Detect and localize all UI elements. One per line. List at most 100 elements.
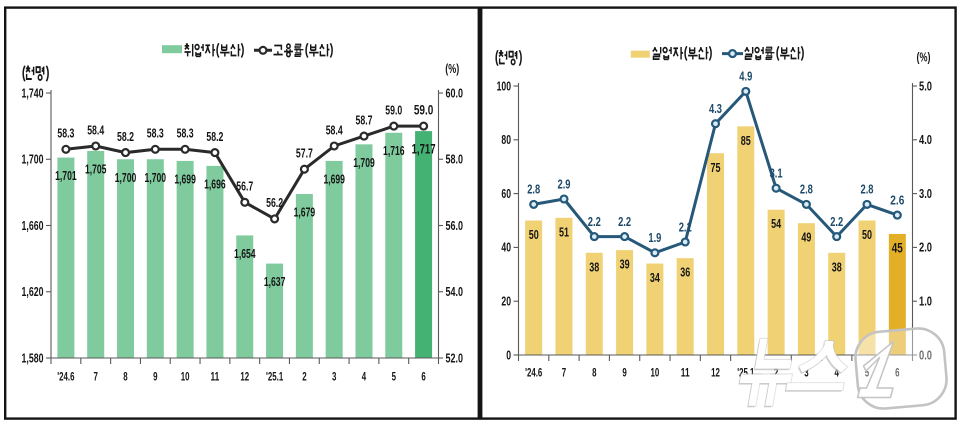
svg-text:2.2: 2.2: [830, 215, 843, 229]
svg-text:9: 9: [622, 365, 627, 379]
svg-text:60: 60: [501, 186, 511, 201]
svg-text:4: 4: [835, 365, 840, 379]
svg-text:2.1: 2.1: [679, 220, 692, 234]
svg-text:1,679: 1,679: [294, 206, 316, 220]
svg-text:0: 0: [506, 347, 511, 362]
svg-text:'24.6: '24.6: [57, 369, 74, 383]
svg-text:56.2: 56.2: [266, 196, 283, 210]
svg-text:40: 40: [501, 240, 511, 255]
svg-text:12: 12: [240, 369, 249, 383]
svg-text:54.0: 54.0: [446, 284, 464, 299]
svg-text:4.9: 4.9: [739, 70, 752, 84]
svg-text:100: 100: [497, 78, 511, 93]
svg-text:4.0: 4.0: [919, 132, 932, 147]
svg-text:58.2: 58.2: [117, 130, 134, 144]
svg-text:2: 2: [302, 369, 307, 383]
svg-text:1,699: 1,699: [323, 172, 345, 186]
svg-text:2.8: 2.8: [800, 183, 813, 197]
svg-text:8: 8: [123, 369, 128, 383]
svg-text:5: 5: [392, 369, 397, 383]
svg-text:58.3: 58.3: [147, 127, 164, 141]
svg-text:58.3: 58.3: [177, 127, 194, 141]
svg-text:1,700: 1,700: [22, 152, 44, 167]
svg-text:1,580: 1,580: [22, 350, 44, 365]
svg-text:56.7: 56.7: [236, 180, 253, 194]
svg-text:57.7: 57.7: [296, 147, 313, 161]
svg-text:59.0: 59.0: [385, 103, 402, 117]
svg-text:4: 4: [362, 369, 367, 383]
svg-text:12: 12: [711, 365, 720, 379]
svg-text:2.8: 2.8: [527, 183, 540, 197]
svg-text:75: 75: [711, 161, 721, 175]
svg-text:(%): (%): [917, 51, 931, 65]
svg-text:58.4: 58.4: [326, 123, 343, 137]
svg-text:1,709: 1,709: [353, 156, 375, 170]
svg-text:2.0: 2.0: [919, 240, 932, 255]
svg-text:1,717: 1,717: [412, 142, 436, 157]
svg-text:5: 5: [865, 365, 870, 379]
svg-text:11: 11: [681, 365, 690, 379]
svg-text:1,696: 1,696: [204, 177, 226, 191]
svg-text:5.0: 5.0: [919, 78, 932, 93]
svg-text:50: 50: [862, 228, 872, 242]
svg-text:58.4: 58.4: [87, 123, 104, 137]
svg-text:7: 7: [94, 369, 99, 383]
svg-text:1,654: 1,654: [234, 247, 256, 261]
svg-text:11: 11: [211, 369, 220, 383]
svg-text:60.0: 60.0: [446, 85, 464, 100]
svg-text:0.0: 0.0: [919, 347, 932, 362]
svg-text:7: 7: [562, 365, 567, 379]
svg-text:1.0: 1.0: [919, 294, 932, 309]
svg-text:9: 9: [153, 369, 158, 383]
svg-text:80: 80: [501, 132, 511, 147]
svg-text:58.3: 58.3: [57, 127, 74, 141]
svg-text:56.0: 56.0: [446, 218, 464, 233]
svg-text:1,740: 1,740: [22, 85, 44, 100]
svg-text:1,700: 1,700: [115, 171, 137, 185]
svg-text:6: 6: [895, 365, 900, 379]
svg-text:1,716: 1,716: [383, 144, 405, 158]
svg-text:1,660: 1,660: [22, 218, 44, 233]
svg-text:3: 3: [804, 365, 809, 379]
svg-text:51: 51: [559, 225, 569, 239]
svg-text:59.0: 59.0: [414, 102, 434, 117]
svg-text:58.7: 58.7: [356, 113, 373, 127]
svg-text:1,620: 1,620: [22, 284, 44, 299]
svg-text:3.0: 3.0: [919, 186, 932, 201]
svg-text:20: 20: [501, 294, 511, 309]
svg-text:'24.6: '24.6: [525, 365, 542, 379]
svg-text:49: 49: [801, 231, 811, 245]
svg-text:'25.1: '25.1: [266, 369, 283, 383]
svg-text:2.9: 2.9: [558, 177, 571, 191]
svg-text:2.6: 2.6: [890, 192, 904, 207]
svg-text:54: 54: [771, 217, 781, 231]
svg-text:39: 39: [620, 258, 630, 272]
svg-text:52.0: 52.0: [446, 350, 464, 365]
svg-text:34: 34: [650, 271, 660, 285]
svg-text:1,705: 1,705: [85, 163, 107, 177]
svg-text:2.2: 2.2: [588, 215, 601, 229]
svg-text:58.0: 58.0: [446, 152, 464, 167]
svg-text:85: 85: [741, 134, 751, 148]
svg-text:(%): (%): [445, 62, 459, 76]
svg-text:4.3: 4.3: [709, 102, 722, 116]
svg-text:58.2: 58.2: [206, 130, 223, 144]
svg-text:10: 10: [651, 365, 660, 379]
svg-text:2: 2: [774, 365, 779, 379]
svg-text:2.2: 2.2: [618, 215, 631, 229]
svg-text:50: 50: [529, 228, 539, 242]
svg-text:45: 45: [892, 240, 903, 255]
svg-text:8: 8: [592, 365, 597, 379]
svg-text:1.9: 1.9: [648, 231, 661, 245]
svg-text:1,699: 1,699: [174, 172, 196, 186]
svg-text:38: 38: [589, 260, 599, 274]
svg-text:3.1: 3.1: [770, 167, 783, 181]
svg-text:1,637: 1,637: [264, 275, 286, 289]
svg-text:1,701: 1,701: [55, 169, 77, 183]
svg-text:38: 38: [832, 260, 842, 274]
svg-text:36: 36: [680, 266, 690, 280]
svg-text:2.8: 2.8: [861, 183, 874, 197]
svg-text:10: 10: [181, 369, 190, 383]
svg-text:6: 6: [421, 369, 426, 383]
svg-text:1,700: 1,700: [145, 171, 167, 185]
